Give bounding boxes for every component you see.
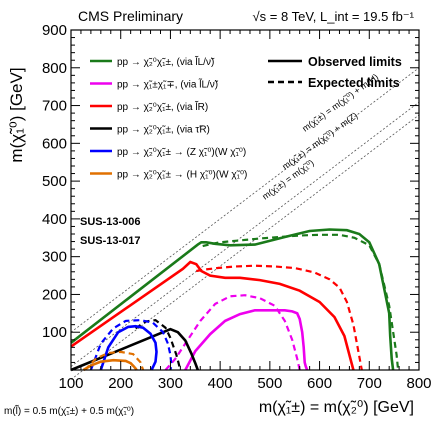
- x-tick-label: 500: [257, 375, 282, 392]
- analysis-id-2: SUS-13-017: [80, 235, 141, 247]
- style-legend: Observed limits Expected limits: [268, 55, 402, 90]
- y-tick-label: 700: [42, 98, 67, 115]
- expected-limit-curve: [196, 264, 363, 371]
- plot-frame: [70, 29, 420, 371]
- observed-limit-curve: [184, 309, 309, 371]
- exclusion-curves: [70, 228, 400, 372]
- x-tick-label: 200: [108, 375, 133, 392]
- y-tick-label: 800: [42, 60, 67, 77]
- header-right: √s = 8 TeV, L_int = 19.5 fb⁻¹: [253, 9, 415, 24]
- y-tick-label: 400: [42, 211, 67, 228]
- header-left: CMS Preliminary: [78, 8, 183, 24]
- expected-limit-curve: [164, 294, 301, 371]
- x-tick-label: 400: [208, 375, 233, 392]
- style-legend-label: Expected limits: [308, 76, 400, 90]
- x-tick-label: 600: [307, 375, 332, 392]
- y-tick-label: 900: [42, 22, 67, 39]
- y-tick-label: 600: [42, 135, 67, 152]
- y-tick-label: 100: [42, 324, 67, 341]
- legend-entry: pp → χ̃₂⁰χ̃₁±, (via l̃R): [117, 100, 208, 113]
- x-tick-label: 300: [158, 375, 183, 392]
- legend-entry: pp → χ̃₂⁰χ̃₁± → (H χ̃₁⁰)(W χ̃₁⁰): [117, 170, 247, 181]
- y-tick-label: 200: [42, 286, 67, 303]
- expected-limit-curve: [84, 350, 145, 371]
- y-axis-label: m(χ̃₁⁰) [GeV]: [7, 67, 26, 162]
- observed-limit-curve: [82, 358, 138, 372]
- x-axis-label: m(χ̃₁±) = m(χ̃₂⁰) [GeV]: [259, 399, 414, 416]
- observed-limit-curve: [99, 324, 158, 371]
- diagonal-line: [70, 67, 420, 333]
- legend: pp → χ̃₂⁰χ̃₁±, (via l̃L/ν̃) pp → χ̃₁±χ̃₁∓…: [90, 55, 247, 181]
- x-tick-label: 800: [406, 375, 431, 392]
- diagonal-line: [70, 101, 420, 367]
- analysis-id-1: SUS-13-006: [80, 216, 141, 228]
- style-legend-label: Observed limits: [308, 55, 402, 69]
- footnote: m(l̃) = 0.5 m(χ̃₁±) + 0.5 m(χ̃₁⁰): [4, 404, 134, 417]
- x-tick-label: 700: [357, 375, 382, 392]
- legend-entry: pp → χ̃₂⁰χ̃₁± → (Z χ̃₁⁰)(W χ̃₁⁰): [117, 147, 246, 158]
- axis-ticks: 100 200 300 400 500 600 700 800 100 200 300 400 500 6…: [42, 22, 432, 392]
- legend-entry: pp → χ̃₂⁰χ̃₁±, (via τ̃R): [117, 125, 210, 136]
- observed-limit-curve: [70, 228, 395, 371]
- legend-entry: pp → χ̃₁±χ̃₁∓, (via l̃L/ν̃): [117, 78, 219, 91]
- observed-limit-curve: [70, 327, 200, 372]
- x-tick-label: 100: [58, 375, 83, 392]
- y-tick-label: 500: [42, 173, 67, 190]
- legend-entry: pp → χ̃₂⁰χ̃₁±, (via l̃L/ν̃): [117, 55, 215, 68]
- y-tick-label: 300: [42, 249, 67, 266]
- observed-limit-curve: [70, 260, 355, 371]
- diagonal-lines: [70, 67, 420, 380]
- diagonal-line: [70, 114, 420, 380]
- expected-limit-curve: [89, 318, 173, 371]
- expected-limit-curve: [202, 233, 400, 371]
